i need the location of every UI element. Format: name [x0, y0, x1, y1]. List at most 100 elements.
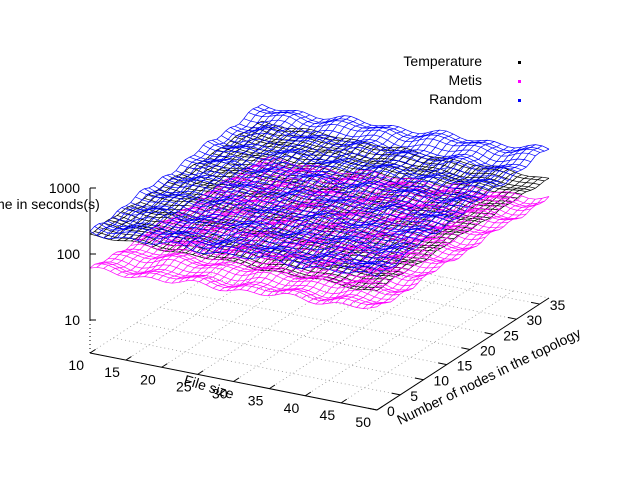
surface-line [248, 130, 536, 189]
surface-line [126, 248, 414, 291]
grid-line-y [159, 307, 447, 365]
y-tick [438, 362, 447, 366]
x-tick [233, 377, 240, 382]
surface-line [157, 180, 446, 227]
y-tick-label: 0 [387, 403, 395, 419]
y-tick [461, 347, 471, 350]
surface-line [148, 231, 436, 274]
axes: 10 100 1000 10 15 20 25 30 35 40 45 50 05 10 15 20 25 30 3… [49, 180, 566, 430]
surface-line [148, 187, 437, 234]
surface-line [207, 140, 495, 188]
y-tick [507, 316, 517, 320]
surface-line [135, 196, 423, 242]
surface-line [112, 254, 400, 296]
surface-line [112, 216, 400, 261]
surface-line [184, 159, 473, 204]
surface-line [252, 126, 541, 185]
surface-line [216, 138, 504, 186]
y-axis-line [376, 297, 550, 411]
x-tick-label: 10 [68, 357, 84, 373]
grid-line-y [229, 261, 517, 320]
x-tick-label: 20 [140, 371, 156, 387]
y-tick [484, 332, 494, 335]
y-tick-label: 20 [480, 342, 496, 358]
surface-line [112, 217, 400, 276]
z-axis-label: Time in seconds(s) [0, 196, 100, 212]
x-tick-label: 25 [176, 378, 192, 394]
x-tick-label: 45 [320, 407, 336, 423]
surface-line [135, 204, 423, 263]
surface-line [225, 144, 513, 203]
y-tick [391, 392, 401, 396]
x-tick-label: 40 [284, 400, 300, 416]
surface-line [89, 233, 378, 291]
legend: Temperature Metis Random [403, 53, 521, 107]
surface-line [234, 125, 522, 171]
surface-line [230, 178, 518, 220]
y-tick-label: 35 [550, 297, 566, 313]
grid-line-y [113, 337, 401, 396]
x-axis-label: File size [182, 372, 236, 402]
surface-line [98, 223, 387, 270]
y-tick [530, 301, 540, 305]
surface-line [94, 263, 382, 305]
legend-swatch-temperature [518, 61, 521, 64]
surface-line [180, 164, 468, 209]
legend-label-temperature: Temperature [403, 53, 482, 69]
surface-line [108, 258, 396, 300]
surface-line [248, 112, 536, 157]
surface-line [212, 139, 500, 187]
y-tick-label: 5 [410, 388, 418, 404]
grid-line-y [136, 322, 424, 381]
x-tick [197, 370, 204, 375]
surface-line [243, 118, 532, 163]
x-tick-label: 30 [212, 386, 228, 402]
surface-line [198, 197, 486, 241]
z-tick-label: 10 [64, 312, 80, 328]
surface-line [257, 106, 545, 152]
surface-line [153, 185, 441, 232]
surface-line [103, 222, 391, 280]
surface-line [144, 188, 432, 235]
y-tick-label: 25 [503, 327, 519, 343]
surface-line [239, 133, 527, 193]
y-tick-label: 30 [526, 312, 542, 328]
grid-line-y [182, 292, 471, 350]
surface-line [89, 231, 378, 278]
x-tick [269, 384, 276, 390]
surface-line [198, 162, 486, 221]
surface-random [89, 103, 550, 278]
z-tick-label: 100 [57, 246, 81, 262]
legend-swatch-random [518, 99, 521, 102]
x-tick [125, 356, 132, 361]
surface-line [225, 130, 513, 176]
surface-line [171, 173, 459, 219]
surface-line [130, 244, 418, 287]
surface-line [239, 123, 527, 168]
y-tick [414, 377, 424, 381]
grid-line-x [269, 276, 442, 389]
surface-line [261, 103, 550, 150]
surface-line [98, 227, 387, 285]
y-tick-label: 15 [457, 358, 473, 374]
grid-line-x [305, 283, 478, 397]
legend-label-metis: Metis [449, 72, 482, 88]
x-tick-label: 50 [355, 414, 371, 430]
x-tick-label: 35 [248, 393, 264, 409]
surface-line [162, 220, 450, 262]
surface-line [94, 226, 382, 273]
surface-line [189, 206, 477, 249]
surface-line [175, 170, 464, 215]
surface-line [221, 135, 509, 182]
x-tick-label: 15 [104, 364, 120, 380]
surface-line [89, 266, 378, 309]
surface-line [203, 144, 491, 191]
x-tick [340, 398, 347, 404]
surface-line [153, 191, 441, 249]
surface-line [230, 127, 518, 173]
surface-line [162, 176, 450, 223]
surface-line [198, 150, 486, 196]
surface-line [193, 154, 482, 200]
surface-line [103, 261, 391, 303]
